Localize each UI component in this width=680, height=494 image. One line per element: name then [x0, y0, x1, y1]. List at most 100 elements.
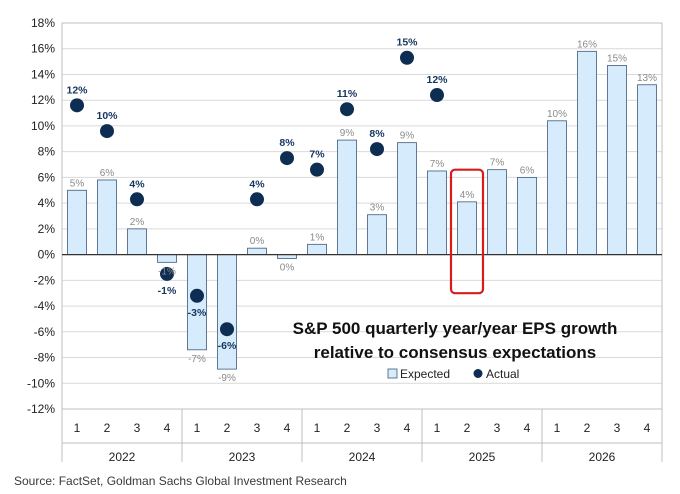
expected-bar: [97, 179, 117, 255]
actual-label: 10%: [96, 110, 118, 122]
highlight-box: [449, 168, 485, 295]
x-tick-label: 4: [644, 421, 651, 435]
actual-point: [430, 88, 444, 103]
y-tick-label: 8%: [38, 145, 56, 159]
actual-points: [70, 50, 444, 337]
expected-bar: [457, 201, 477, 255]
x-tick-label: 3: [614, 421, 621, 435]
actual-point: [100, 124, 114, 139]
actual-point: [400, 50, 414, 65]
expected-bar: [247, 247, 267, 256]
y-tick-label: 0%: [38, 248, 56, 262]
x-tick-label: 3: [374, 421, 381, 435]
x-tick-label: 3: [134, 421, 141, 435]
actual-point: [160, 266, 174, 281]
expected-bars: [67, 50, 657, 370]
expected-label: -1%: [158, 266, 176, 277]
x-tick-label: 1: [434, 421, 441, 435]
expected-bar: [487, 169, 507, 255]
x-tick-label: 4: [164, 421, 171, 435]
expected-label: 1%: [310, 232, 325, 243]
actual-label: 11%: [337, 88, 358, 100]
y-tick-label: -2%: [34, 273, 56, 287]
expected-bar: [367, 214, 387, 255]
group-label: 2024: [349, 450, 376, 464]
y-tick-label: 10%: [31, 119, 55, 133]
x-tick-label: 2: [104, 421, 111, 435]
legend-label-actual: Actual: [486, 367, 519, 381]
x-tick-label: 2: [464, 421, 471, 435]
axes: -12%-10%-8%-6%-4%-2%0%2%4%6%8%10%12%14%1…: [27, 16, 663, 464]
actual-label: 4%: [129, 178, 145, 190]
expected-label: 6%: [520, 165, 535, 176]
actual-label: 8%: [369, 128, 385, 140]
y-tick-label: 12%: [31, 93, 55, 107]
group-label: 2025: [469, 450, 496, 464]
expected-bar: [307, 243, 327, 256]
actual-point: [370, 142, 384, 157]
y-tick-label: 16%: [31, 42, 55, 56]
data-labels: 5% 6% 2% -1% -7% -9% 0% 0% 1% 9% 3% 9% 7% 4% 7% 6% 10% 16…: [66, 37, 657, 384]
expected-label: 4%: [460, 190, 475, 201]
expected-bar: [607, 65, 627, 255]
y-tick-label: -12%: [27, 402, 55, 416]
x-tick-label: 1: [194, 421, 201, 435]
legend-swatch-actual: [473, 369, 483, 378]
expected-label: 13%: [637, 73, 657, 84]
y-tick-label: 2%: [38, 222, 56, 236]
expected-label: 5%: [70, 178, 85, 189]
expected-bar: [127, 228, 147, 256]
expected-label: 9%: [400, 131, 415, 142]
actual-point: [130, 192, 144, 207]
x-tick-label: 4: [524, 421, 531, 435]
actual-label: 15%: [396, 37, 418, 49]
actual-label: 4%: [249, 178, 265, 190]
chart-title-line: S&P 500 quarterly year/year EPS growth: [293, 319, 618, 338]
x-tick-label: 2: [344, 421, 351, 435]
chart-title-line: relative to consensus expectations: [314, 343, 597, 362]
y-tick-label: 14%: [31, 67, 55, 81]
expected-label: 0%: [280, 262, 295, 273]
actual-label: 12%: [426, 74, 448, 86]
expected-label: 15%: [607, 53, 627, 64]
actual-point: [250, 192, 264, 207]
x-tick-label: 4: [404, 421, 411, 435]
actual-label: 7%: [309, 149, 325, 161]
actual-point: [190, 288, 204, 303]
expected-label: -9%: [218, 373, 236, 384]
y-tick-label: 4%: [38, 196, 56, 210]
group-label: 2026: [589, 450, 616, 464]
y-tick-label: -10%: [27, 376, 55, 390]
expected-bar: [427, 170, 447, 255]
expected-bar: [337, 139, 357, 256]
actual-label: -3%: [188, 307, 207, 319]
source-note: Source: FactSet, Goldman Sachs Global In…: [14, 474, 347, 488]
expected-label: 3%: [370, 203, 385, 214]
expected-label: 7%: [490, 158, 505, 169]
x-tick-label: 3: [254, 421, 261, 435]
legend-swatch-expected: [387, 368, 398, 379]
expected-label: 16%: [577, 39, 597, 50]
expected-label: 7%: [430, 159, 445, 170]
expected-bar: [157, 254, 177, 263]
y-tick-label: -6%: [34, 325, 56, 339]
legend-label-expected: Expected: [400, 367, 450, 381]
actual-label: -6%: [218, 340, 237, 352]
expected-bar: [577, 50, 597, 256]
legend: Expected Actual: [387, 367, 519, 381]
y-grid: [62, 22, 662, 410]
actual-label: 12%: [66, 84, 88, 96]
y-tick-label: 18%: [31, 16, 55, 30]
expected-bar: [67, 189, 87, 255]
actual-point: [70, 98, 84, 113]
expected-label: 2%: [130, 217, 145, 228]
expected-label: 10%: [547, 109, 567, 120]
x-tick-label: 1: [554, 421, 561, 435]
y-tick-label: -8%: [34, 351, 56, 365]
expected-label: 9%: [340, 128, 355, 139]
chart-title: S&P 500 quarterly year/year EPS growth re…: [293, 319, 618, 362]
x-tick-label: 3: [494, 421, 501, 435]
eps-growth-chart: -12%-10%-8%-6%-4%-2%0%2%4%6%8%10%12%14%1…: [27, 16, 663, 464]
actual-point: [340, 102, 354, 117]
expected-bar: [547, 120, 567, 256]
